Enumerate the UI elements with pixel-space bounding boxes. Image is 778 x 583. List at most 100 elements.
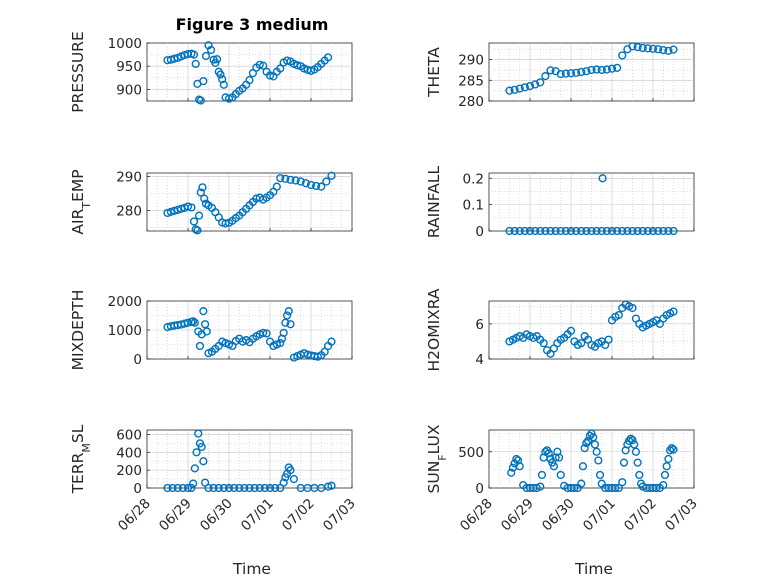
data-point [633, 226, 642, 236]
x-tick-label: 06/28 [115, 496, 154, 535]
data-point [183, 483, 193, 493]
data-point [602, 226, 611, 236]
data-point [265, 483, 275, 493]
y-tick-label: 0 [475, 481, 484, 497]
subplot-h2omixra: 4 6 H2OMIXRA [425, 288, 695, 372]
data-point [628, 436, 637, 445]
data-point [652, 483, 661, 493]
data-point [209, 483, 218, 493]
y-tick-label: 280 [116, 204, 142, 220]
data-point [322, 177, 331, 186]
x-tick-label: 06/28 [457, 496, 496, 535]
data-point [279, 328, 288, 338]
data-point [659, 45, 668, 55]
data-point [613, 226, 622, 236]
data-point [202, 327, 211, 336]
data-point [539, 339, 548, 348]
data-point [286, 466, 295, 475]
data-point [541, 226, 550, 236]
data-point [660, 470, 670, 480]
y-tick-label: 285 [458, 73, 484, 89]
data-point [195, 211, 204, 220]
data-point [618, 51, 627, 60]
data-point [284, 307, 293, 316]
data-point [536, 482, 545, 491]
data-point [669, 445, 678, 454]
subplot-sun-flux: 0 500 06/28 06/29 06/30 07/01 07/02 07/03 SUNFLU… [425, 424, 701, 534]
data-point [662, 462, 671, 471]
data-point [230, 483, 239, 493]
data-point [189, 217, 199, 226]
subplot-theta: 280 285 290 THETA [425, 42, 695, 110]
data-point [317, 182, 326, 191]
data-point [631, 447, 641, 456]
data-point [597, 65, 606, 75]
data-point [589, 433, 598, 442]
data-point [659, 481, 668, 490]
data-point [570, 483, 579, 493]
data-point [546, 66, 555, 75]
data-point [323, 482, 333, 491]
data-point [590, 440, 600, 449]
y-tick-label: 600 [116, 427, 142, 443]
data-point [177, 204, 186, 213]
data-point [669, 45, 678, 54]
data-point [592, 226, 601, 236]
data-point [187, 203, 196, 212]
data-point [546, 226, 555, 236]
data-point [512, 454, 521, 464]
data-point [289, 474, 299, 484]
data-point [525, 81, 535, 91]
data-point [327, 337, 336, 346]
y-tick-label: 4 [475, 352, 484, 368]
data-point [272, 182, 281, 191]
subplot-rainfall: 0 0.1 0.2 RAINFALL [425, 165, 695, 240]
data-point [286, 175, 295, 184]
data-point [276, 338, 285, 348]
data-point [301, 179, 310, 188]
data-point [648, 44, 658, 53]
data-point [572, 68, 581, 77]
y-axis-label: SUNFLUX [425, 424, 449, 493]
x-tick-label: 06/29 [156, 496, 195, 535]
y-tick-label: 0 [133, 481, 142, 497]
data-point [572, 226, 581, 236]
x-tick-label: 06/30 [197, 496, 236, 535]
y-tick-label: 200 [116, 463, 142, 479]
data-point [587, 226, 596, 236]
data-point [271, 483, 280, 493]
y-axis-label: RAINFALL [425, 165, 443, 238]
data-point [190, 318, 199, 327]
data-point [199, 76, 208, 86]
x-tick-label: 06/30 [539, 496, 578, 535]
subplot-mixdepth: 0 1000 2000 MIXDEPTH [69, 290, 353, 370]
data-point [216, 70, 225, 79]
data-point [183, 202, 193, 211]
data-point [664, 454, 673, 464]
data-point [515, 84, 524, 93]
data-point [255, 60, 264, 69]
data-point [654, 226, 663, 236]
data-point [531, 226, 540, 236]
data-point [659, 226, 668, 236]
data-point [293, 61, 302, 70]
data-point [187, 483, 196, 493]
data-point [197, 442, 206, 452]
data-point [556, 69, 565, 79]
y-tick-label: 0.1 [463, 198, 484, 214]
y-tick-label: 290 [458, 53, 484, 69]
data-point [618, 478, 627, 487]
data-point [327, 481, 336, 490]
data-point [549, 462, 559, 471]
data-point [669, 307, 678, 316]
data-point [613, 63, 622, 72]
data-point [189, 479, 198, 488]
y-tick-label: 950 [116, 59, 142, 75]
y-tick-label: 290 [116, 169, 142, 185]
data-point [594, 456, 603, 465]
data-point [194, 429, 203, 438]
data-point [635, 470, 644, 480]
data-point [192, 448, 201, 457]
data-point [551, 226, 560, 236]
